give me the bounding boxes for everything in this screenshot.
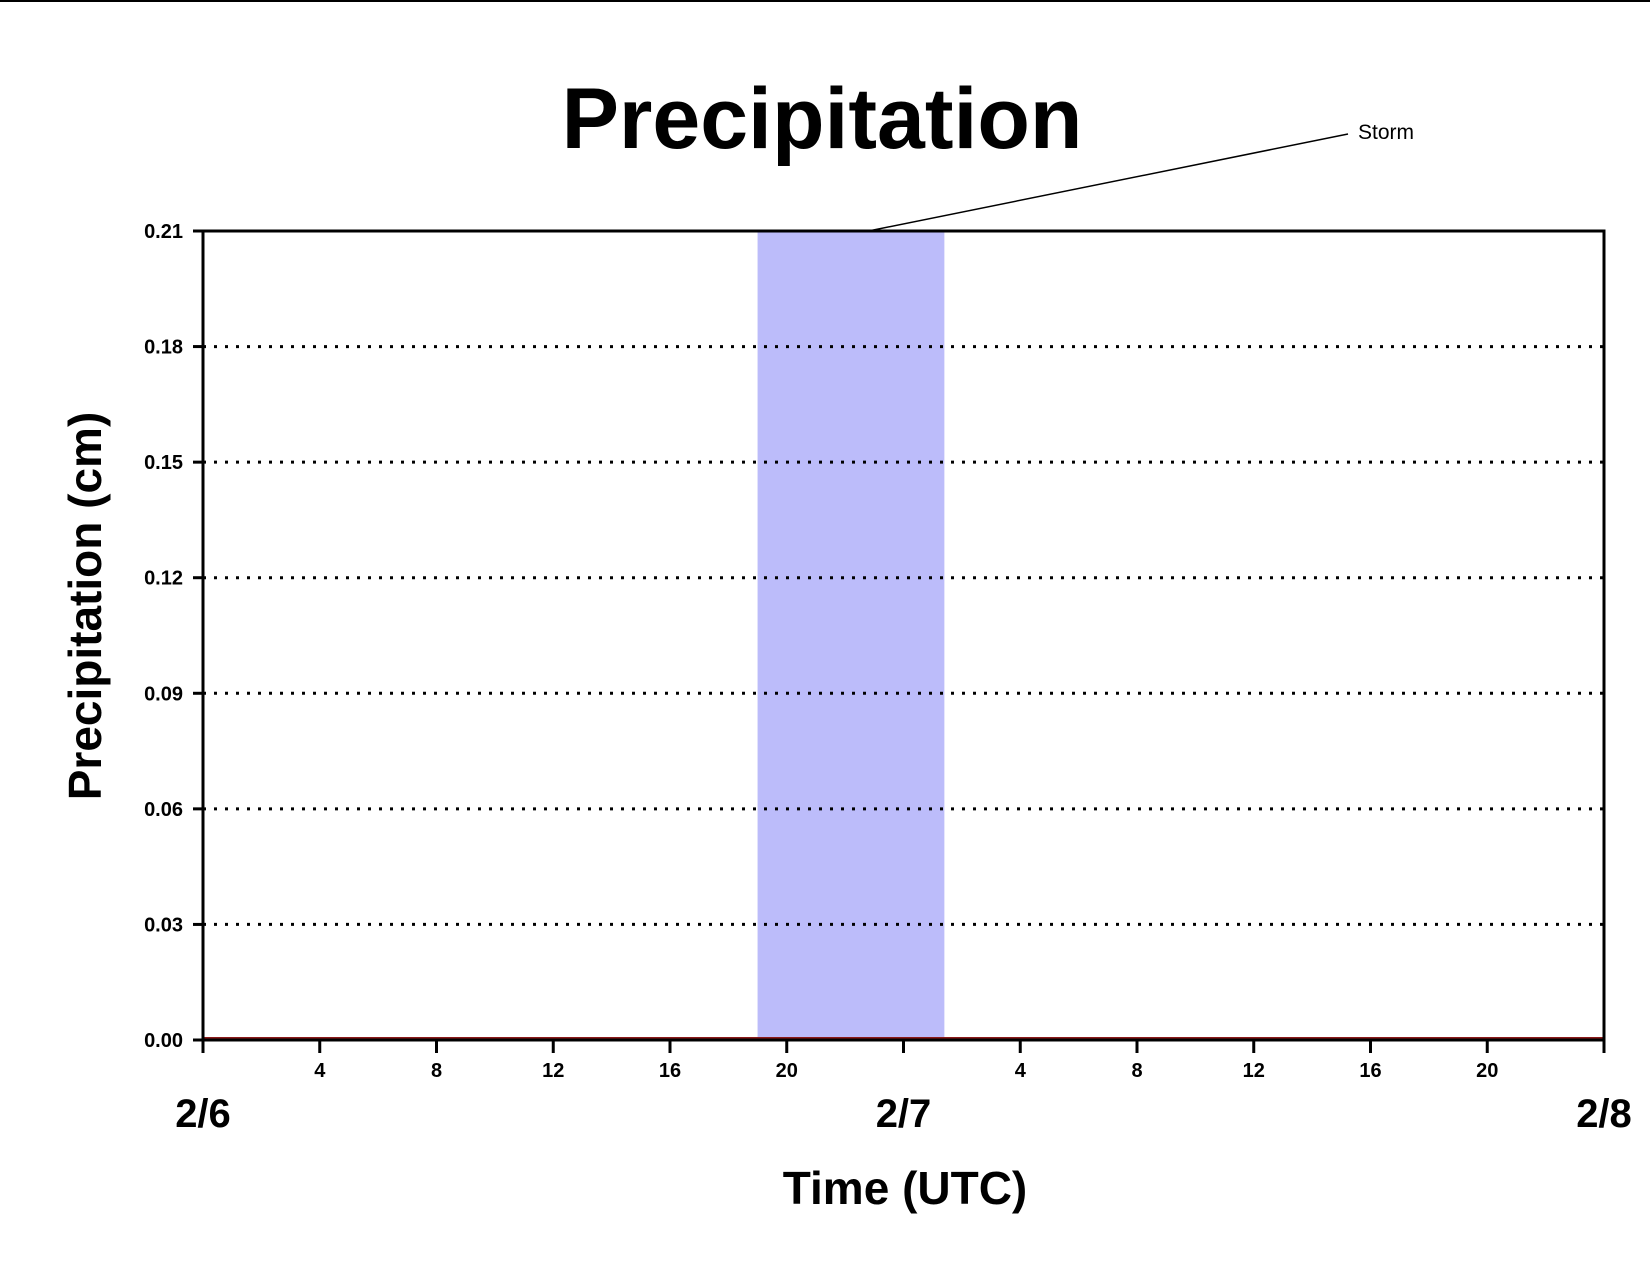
chart-title: Precipitation	[562, 71, 1083, 167]
x-axis-ticks: 4 8 12 16 20 4 8 12 16 20 2/6 2/7 2/8	[175, 1040, 1632, 1136]
y-tick-label: 0.03	[144, 914, 183, 936]
y-tick-label: 0.00	[144, 1030, 183, 1052]
x-tick-label: 16	[659, 1060, 681, 1082]
x-tick-label: 20	[776, 1060, 798, 1082]
x-tick-label: 4	[314, 1060, 326, 1082]
x-tick-label: 8	[431, 1060, 442, 1082]
x-tick-label: 12	[1243, 1060, 1265, 1082]
y-tick-label: 0.21	[144, 221, 183, 243]
y-tick-label: 0.06	[144, 799, 183, 821]
storm-annotation-label: Storm	[1358, 121, 1414, 144]
storm-shaded-period	[757, 231, 945, 1040]
y-tick-label: 0.15	[144, 452, 183, 474]
x-tick-label: 16	[1359, 1060, 1381, 1082]
x-date-label: 2/7	[876, 1092, 932, 1136]
y-axis-ticks: 0.00 0.03 0.06 0.09 0.12 0.15 0.18 0.21	[144, 221, 203, 1052]
x-date-label: 2/8	[1576, 1092, 1632, 1136]
y-axis-title: Precipitation (cm)	[59, 412, 111, 801]
storm-annotation-leader	[868, 133, 1349, 232]
x-axis-title: Time (UTC)	[783, 1162, 1028, 1214]
y-tick-label: 0.09	[144, 683, 183, 705]
x-tick-label: 20	[1476, 1060, 1498, 1082]
y-gridlines	[203, 345, 1604, 926]
y-tick-label: 0.18	[144, 337, 183, 359]
x-date-label: 2/6	[175, 1092, 231, 1136]
x-tick-label: 8	[1131, 1060, 1142, 1082]
x-tick-label: 4	[1015, 1060, 1027, 1082]
y-tick-label: 0.12	[144, 568, 183, 590]
x-tick-label: 12	[542, 1060, 564, 1082]
